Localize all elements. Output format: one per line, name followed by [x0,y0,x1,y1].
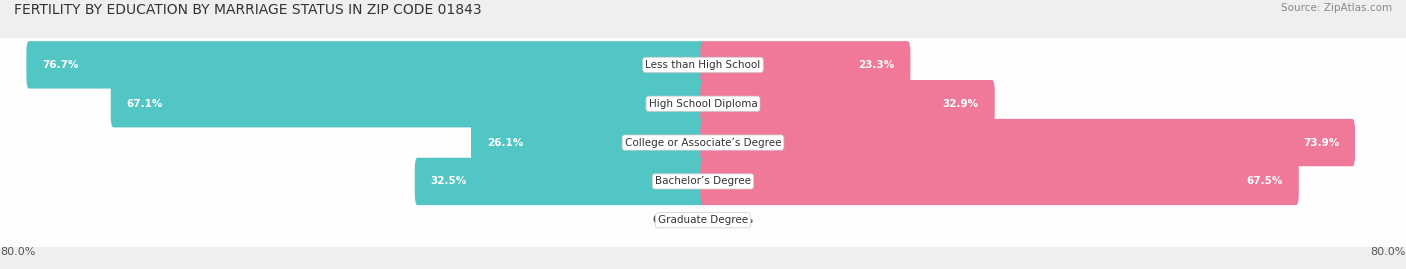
FancyBboxPatch shape [27,41,706,89]
FancyBboxPatch shape [111,80,706,128]
Text: 67.1%: 67.1% [127,99,163,109]
FancyBboxPatch shape [471,119,706,166]
FancyBboxPatch shape [0,100,1406,185]
FancyBboxPatch shape [700,119,1355,166]
Text: Source: ZipAtlas.com: Source: ZipAtlas.com [1281,3,1392,13]
Text: 23.3%: 23.3% [858,60,894,70]
Text: 32.9%: 32.9% [943,99,979,109]
Text: FERTILITY BY EDUCATION BY MARRIAGE STATUS IN ZIP CODE 01843: FERTILITY BY EDUCATION BY MARRIAGE STATU… [14,3,482,17]
Text: High School Diploma: High School Diploma [648,99,758,109]
Text: 0.0%: 0.0% [725,215,754,225]
Text: 73.9%: 73.9% [1303,137,1340,148]
Text: College or Associate’s Degree: College or Associate’s Degree [624,137,782,148]
FancyBboxPatch shape [0,23,1406,107]
Text: 32.5%: 32.5% [430,176,467,186]
Text: 26.1%: 26.1% [486,137,523,148]
Text: Graduate Degree: Graduate Degree [658,215,748,225]
FancyBboxPatch shape [700,80,995,128]
Text: Less than High School: Less than High School [645,60,761,70]
Text: 80.0%: 80.0% [1371,247,1406,257]
Text: 80.0%: 80.0% [0,247,35,257]
Text: 67.5%: 67.5% [1247,176,1282,186]
FancyBboxPatch shape [700,41,911,89]
FancyBboxPatch shape [0,178,1406,263]
Text: 76.7%: 76.7% [42,60,79,70]
FancyBboxPatch shape [0,139,1406,224]
Text: 0.0%: 0.0% [652,215,681,225]
FancyBboxPatch shape [700,158,1299,205]
FancyBboxPatch shape [415,158,706,205]
FancyBboxPatch shape [0,61,1406,146]
Text: Bachelor’s Degree: Bachelor’s Degree [655,176,751,186]
